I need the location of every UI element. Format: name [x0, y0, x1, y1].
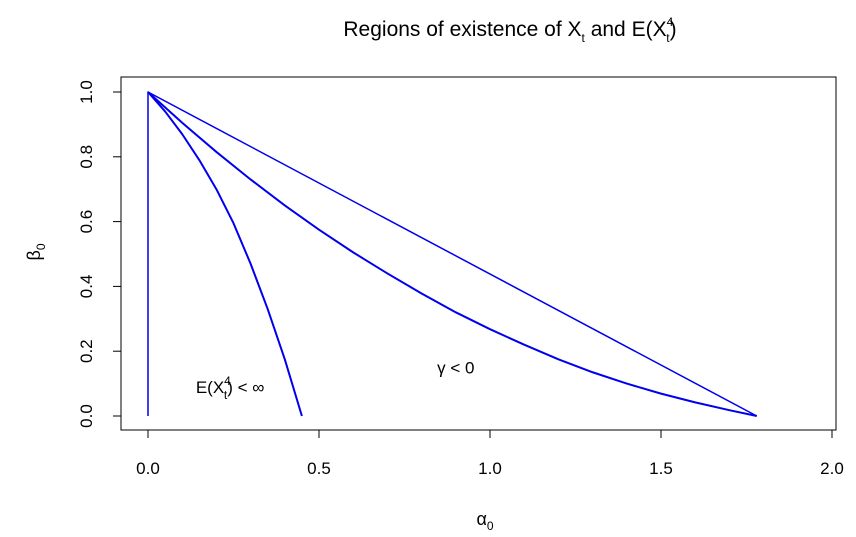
y-axis: 0.0 0.2 0.4 0.6 0.8 1.0 — [77, 80, 122, 428]
y-tick-label: 0.4 — [77, 275, 96, 299]
annotation-moment-finite: E(X4 t) < ∞ — [196, 374, 265, 402]
x-tick-label: 1.0 — [478, 459, 502, 478]
series-line-moment-boundary — [147, 91, 303, 417]
y-tick-label: 1.0 — [77, 80, 96, 104]
x-tick-label: 2.0 — [820, 459, 844, 478]
y-tick-label: 0.2 — [77, 339, 96, 363]
x-axis-label: α0 — [476, 509, 493, 533]
y-tick-label: 0.6 — [77, 210, 96, 234]
series-layer — [147, 91, 758, 417]
chart-title: Regions of existence of Xt and E(X4 t) — [343, 15, 676, 45]
y-axis-label: β0 — [24, 243, 48, 260]
y-tick-label: 0.0 — [77, 404, 96, 428]
x-tick-label: 0.5 — [307, 459, 331, 478]
x-axis: 0.0 0.5 1.0 1.5 2.0 — [136, 429, 844, 478]
series-line-gamma-boundary — [147, 91, 757, 417]
series-line-region-bounds — [147, 91, 758, 417]
x-tick-label: 0.0 — [136, 459, 160, 478]
annotation-gamma-negative: γ < 0 — [437, 358, 474, 377]
x-tick-label: 1.5 — [649, 459, 673, 478]
y-tick-label: 0.8 — [77, 145, 96, 169]
